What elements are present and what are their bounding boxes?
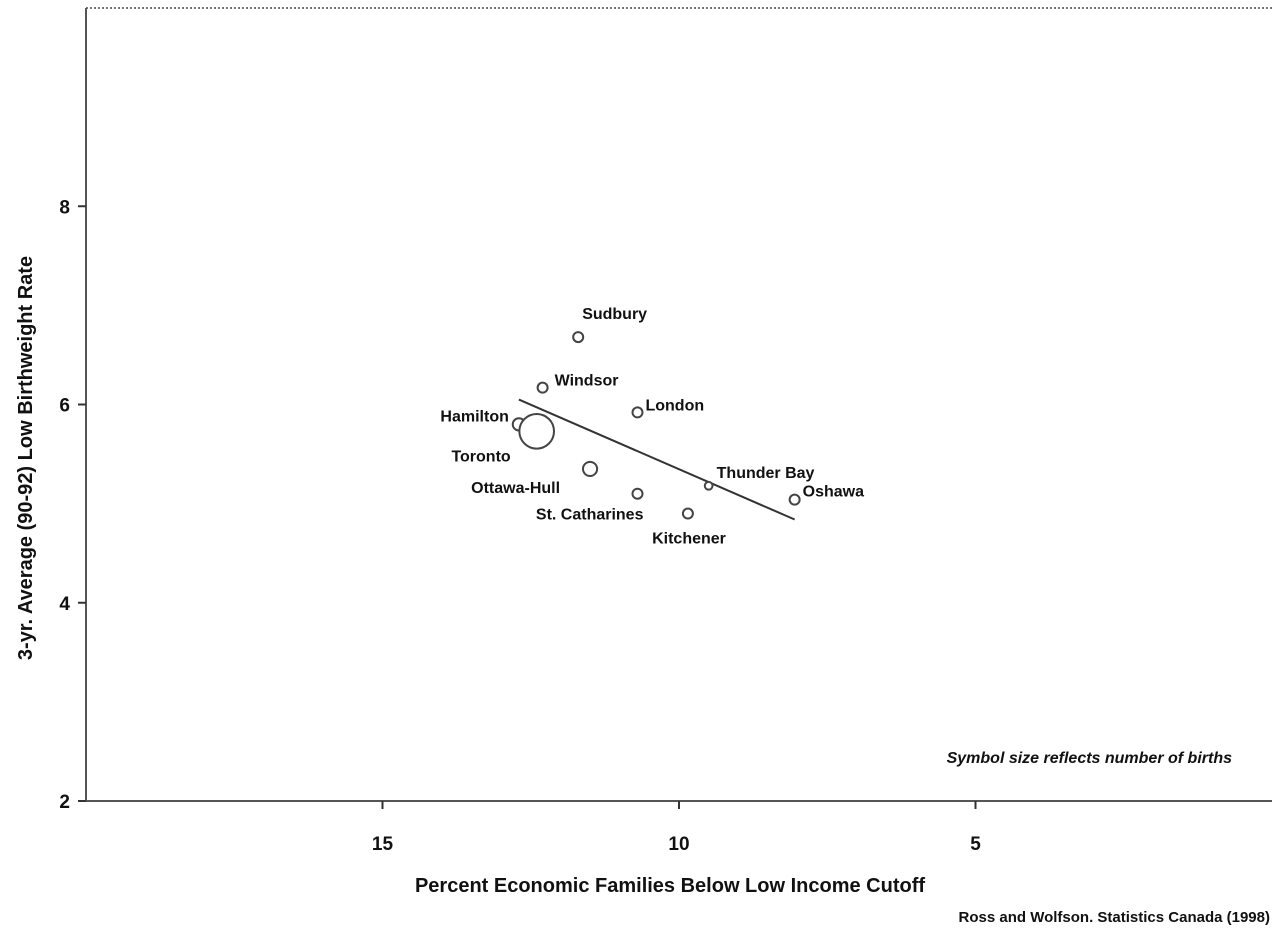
symbol-size-note: Symbol size reflects number of births: [947, 750, 1233, 767]
data-point-toronto: [518, 412, 556, 450]
label-ottawa-hull: Ottawa-Hull: [471, 480, 560, 497]
label-toronto: Toronto: [451, 448, 510, 465]
x-tick-label: 15: [372, 834, 394, 855]
data-point-thunder-bay: [703, 480, 714, 491]
data-points: [511, 331, 801, 520]
label-thunder-bay: Thunder Bay: [717, 465, 815, 482]
x-tick-label: 5: [970, 834, 981, 855]
label-hamilton: Hamilton: [440, 408, 508, 425]
data-point-london: [631, 406, 644, 419]
label-london: London: [645, 397, 704, 414]
data-point-kitchener: [681, 507, 694, 520]
y-tick-label: 8: [59, 197, 70, 218]
data-point-ottawa-hull: [581, 460, 599, 478]
label-st-catharines: St. Catharines: [536, 507, 644, 524]
data-point-st-catharines: [631, 487, 644, 500]
x-tick-label: 10: [668, 834, 689, 855]
source-credit: Ross and Wolfson. Statistics Canada (199…: [959, 909, 1270, 926]
data-point-sudbury: [572, 331, 585, 344]
x-axis-title: Percent Economic Families Below Low Inco…: [415, 875, 925, 897]
label-sudbury: Sudbury: [582, 306, 647, 323]
label-windsor: Windsor: [555, 373, 619, 390]
trend-line: [518, 398, 796, 521]
y-tick-label: 4: [59, 594, 70, 615]
y-tick-label: 2: [59, 792, 70, 813]
x-axis-ticks: 15 10 5: [372, 801, 981, 855]
label-oshawa: Oshawa: [803, 484, 864, 501]
data-point-oshawa: [788, 493, 801, 506]
label-kitchener: Kitchener: [652, 531, 726, 548]
y-axis-ticks: 2 4 6 8: [59, 197, 86, 813]
data-point-windsor: [536, 381, 549, 394]
y-axis-title: 3-yr. Average (90-92) Low Birthweight Ra…: [15, 256, 37, 660]
data-point-labels: Sudbury Windsor London Hamilton Toronto Ottaw…: [440, 306, 864, 547]
y-tick-label: 6: [59, 396, 70, 417]
